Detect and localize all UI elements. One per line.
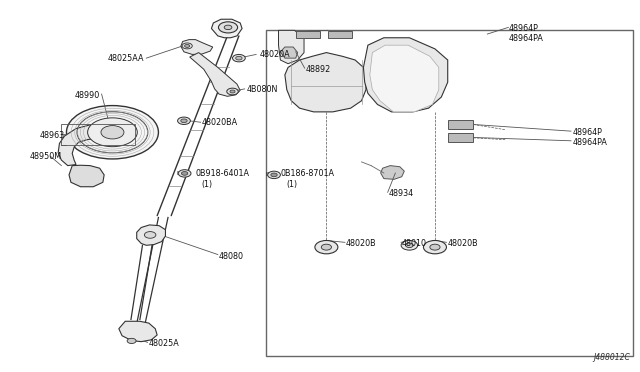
- Circle shape: [321, 244, 332, 250]
- Polygon shape: [278, 31, 304, 64]
- Circle shape: [180, 119, 187, 123]
- Polygon shape: [211, 19, 242, 38]
- Circle shape: [232, 54, 245, 62]
- Text: 48950M: 48950M: [29, 152, 61, 161]
- Circle shape: [424, 240, 447, 254]
- Text: 48020B: 48020B: [448, 239, 478, 248]
- Circle shape: [178, 170, 191, 177]
- Text: 0B186-8701A: 0B186-8701A: [280, 169, 335, 177]
- Circle shape: [101, 126, 124, 139]
- Circle shape: [218, 22, 237, 33]
- Text: 48964PA: 48964PA: [572, 138, 607, 147]
- Circle shape: [145, 232, 156, 238]
- Polygon shape: [137, 225, 166, 245]
- Polygon shape: [448, 133, 473, 141]
- Text: (1): (1): [201, 180, 212, 189]
- Circle shape: [182, 43, 192, 49]
- Text: 48025AA: 48025AA: [108, 54, 145, 62]
- Text: 48934: 48934: [388, 189, 413, 198]
- Polygon shape: [328, 31, 352, 38]
- Circle shape: [67, 106, 159, 159]
- Circle shape: [227, 88, 238, 95]
- Circle shape: [430, 244, 440, 250]
- Polygon shape: [285, 52, 366, 112]
- Text: 48990: 48990: [74, 91, 100, 100]
- Circle shape: [271, 173, 277, 177]
- Polygon shape: [180, 39, 212, 54]
- Circle shape: [181, 171, 188, 175]
- Polygon shape: [448, 120, 473, 129]
- Text: 48020A: 48020A: [259, 50, 290, 59]
- Text: 48964P: 48964P: [572, 128, 602, 137]
- Text: 48020BA: 48020BA: [202, 119, 238, 128]
- Polygon shape: [381, 166, 404, 179]
- Polygon shape: [58, 125, 106, 166]
- Polygon shape: [189, 52, 240, 96]
- Text: 48963: 48963: [40, 131, 65, 141]
- Polygon shape: [280, 47, 298, 58]
- Circle shape: [401, 240, 418, 250]
- Circle shape: [177, 117, 190, 125]
- Text: 48020B: 48020B: [346, 239, 376, 248]
- Circle shape: [268, 171, 280, 179]
- Polygon shape: [119, 321, 157, 341]
- Bar: [266, 31, 633, 356]
- Polygon shape: [69, 165, 104, 187]
- Text: (1): (1): [286, 180, 297, 189]
- Polygon shape: [370, 45, 439, 112]
- Circle shape: [230, 90, 235, 93]
- Text: 48025A: 48025A: [149, 339, 180, 348]
- Circle shape: [184, 44, 189, 47]
- Text: J488012C: J488012C: [593, 353, 630, 362]
- Text: 48964P: 48964P: [508, 24, 538, 33]
- Text: 48964PA: 48964PA: [508, 34, 543, 43]
- Circle shape: [406, 243, 413, 247]
- Text: 0B918-6401A: 0B918-6401A: [195, 169, 250, 177]
- Circle shape: [127, 338, 136, 343]
- Circle shape: [88, 118, 138, 147]
- Text: B: B: [266, 172, 269, 177]
- Text: 4B080N: 4B080N: [246, 85, 278, 94]
- Text: 48080: 48080: [219, 252, 244, 261]
- Circle shape: [236, 56, 242, 60]
- Polygon shape: [296, 31, 320, 38]
- Bar: [61, 124, 135, 145]
- Text: 48892: 48892: [305, 65, 331, 74]
- Text: N: N: [176, 170, 180, 176]
- Circle shape: [224, 25, 232, 30]
- Circle shape: [315, 240, 338, 254]
- Polygon shape: [364, 38, 448, 112]
- Text: 48010: 48010: [402, 239, 427, 248]
